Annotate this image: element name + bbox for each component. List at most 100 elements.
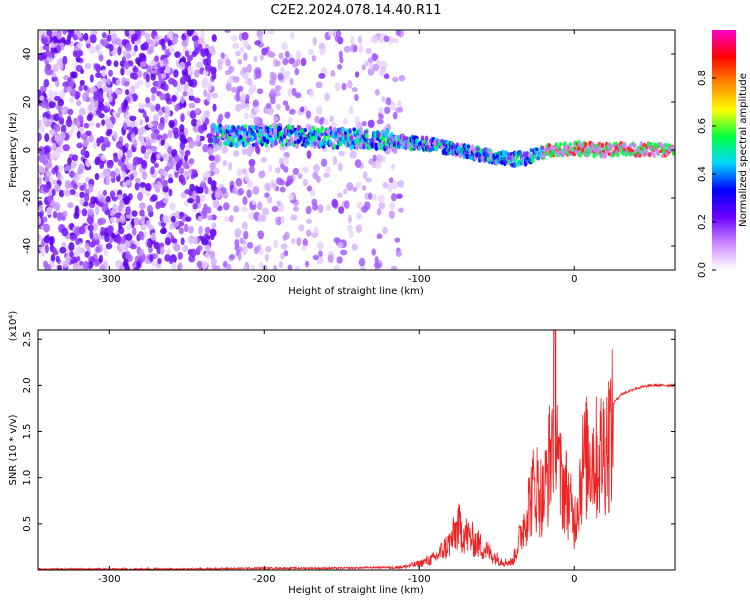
spectrogram-speckle [187, 197, 195, 204]
spectrogram-speckle [245, 94, 250, 102]
spectrogram-speckle [160, 139, 165, 146]
spectrogram-speckle [152, 146, 157, 153]
spectrogram-speckle [125, 206, 131, 216]
spectrogram-speckle [211, 92, 219, 99]
spectrogram-speckle [93, 232, 99, 241]
spectrogram-speckle [60, 124, 67, 134]
spectrogram-speckle [285, 104, 290, 112]
spectrogram-speckle [151, 93, 156, 102]
colorbar-tick-label: 0.0 [697, 262, 708, 278]
spectrogram-speckle [257, 230, 265, 240]
spectrogram-speckle [135, 57, 141, 65]
spectrogram-speckle [86, 216, 94, 225]
spectrogram-speckle [169, 202, 176, 211]
spectrogram-speckle [216, 144, 224, 151]
spectrogram-speckle [258, 170, 266, 179]
snr-y-ticks: 0.5 1.0 1.5 2.0 2.5 [22, 331, 675, 532]
spectrogram-signal [349, 135, 354, 141]
spectrogram-speckle [244, 172, 249, 182]
spectrogram-speckle [203, 89, 208, 98]
spectrogram-signal [339, 141, 344, 145]
spectrogram-speckle [392, 37, 399, 44]
spectrogram-speckle [145, 73, 150, 83]
spectrogram-speckle [282, 156, 290, 166]
snr-x-ticks: -300 -200 -100 0 [98, 330, 577, 585]
spectrogram-speckle [139, 248, 145, 256]
spectrogram-signal [489, 151, 493, 157]
spectrogram-signal [583, 141, 588, 148]
spectrogram-speckle [329, 115, 334, 123]
spectrogram-speckle [52, 76, 58, 82]
spectrogram-speckle [52, 211, 58, 219]
y-tick-label: 1.5 [22, 424, 33, 440]
spectrogram-speckle [391, 180, 398, 190]
spectrogram-speckle [311, 54, 317, 62]
spectrogram-speckle [198, 194, 206, 203]
spectrogram-speckle [281, 42, 288, 51]
spectrogram-speckle [347, 224, 353, 232]
x-tick-label: -300 [98, 574, 121, 585]
spectrogram-signal [568, 142, 573, 147]
spectrogram-speckle [246, 241, 254, 249]
spectrogram-speckle [179, 61, 186, 71]
spectrogram-speckle [336, 192, 343, 198]
spectrogram-speckle [250, 264, 255, 270]
spectrogram-speckle [124, 89, 130, 95]
spectrogram-speckle [243, 52, 248, 61]
spectrogram-speckle [147, 122, 153, 128]
spectrogram-speckle [331, 198, 338, 208]
spectrogram-speckle [133, 139, 138, 148]
spectrogram-speckle [226, 78, 234, 84]
spectrogram-speckle [241, 221, 248, 230]
spectrogram-signal [507, 152, 511, 157]
spectrogram-speckle [388, 177, 394, 184]
spectrogram-speckle [313, 226, 319, 234]
spectrogram-speckle [89, 74, 94, 83]
spectrogram-speckle [180, 148, 185, 158]
spectrogram-speckle [333, 237, 341, 244]
spectrogram-speckle [387, 182, 393, 192]
spectrogram-speckle [139, 231, 145, 241]
spectrogram-speckle [110, 34, 115, 41]
colorbar-tick-label: 0.8 [697, 70, 708, 86]
spectrogram-speckle [82, 260, 90, 270]
spectrogram-speckle [356, 202, 363, 210]
spectrogram-speckle [38, 178, 42, 187]
spectrogram-speckle [140, 145, 147, 154]
spectrogram-speckle [240, 102, 247, 109]
spectrogram-speckle [187, 225, 194, 234]
spectrogram-speckle [194, 107, 200, 116]
spectrogram-speckle [98, 136, 105, 144]
spectrogram-speckle [153, 55, 160, 63]
spectrogram-signal [268, 124, 273, 129]
spectrogram-speckle [211, 222, 217, 229]
spectrogram-speckle [243, 230, 249, 240]
spectrogram-signal [486, 153, 490, 158]
spectrogram-speckle [265, 245, 272, 253]
spectrogram-speckle [228, 161, 233, 171]
spectrogram-speckle [133, 266, 140, 270]
snr-frame [37, 329, 676, 571]
spectrogram-speckle [109, 170, 117, 178]
spectrogram-speckle [83, 32, 89, 41]
spectrogram-speckle [181, 34, 187, 41]
spectrogram-speckle [247, 78, 253, 86]
spectrogram-signal [532, 154, 536, 160]
spectrogram-signal [226, 124, 231, 131]
spectrogram-speckle [376, 208, 382, 216]
spectrogram-speckle [75, 120, 81, 128]
spectrogram-speckle [149, 45, 155, 54]
spectrogram-speckle [95, 44, 100, 51]
spectrogram-speckle [162, 133, 168, 140]
spectrogram-signal [518, 149, 522, 156]
spectrogram-speckle [88, 183, 94, 193]
spectrogram-signal [600, 142, 605, 149]
spectrogram-speckle [282, 234, 288, 241]
spectrogram-speckle [38, 124, 46, 133]
spectrogram-speckle [195, 61, 203, 69]
spectrogram-signal [609, 143, 613, 151]
spectrogram-speckle [312, 254, 319, 261]
spectrogram-speckle [78, 226, 86, 235]
spectrogram-speckle [121, 56, 126, 63]
spectrogram-speckle [85, 159, 92, 168]
